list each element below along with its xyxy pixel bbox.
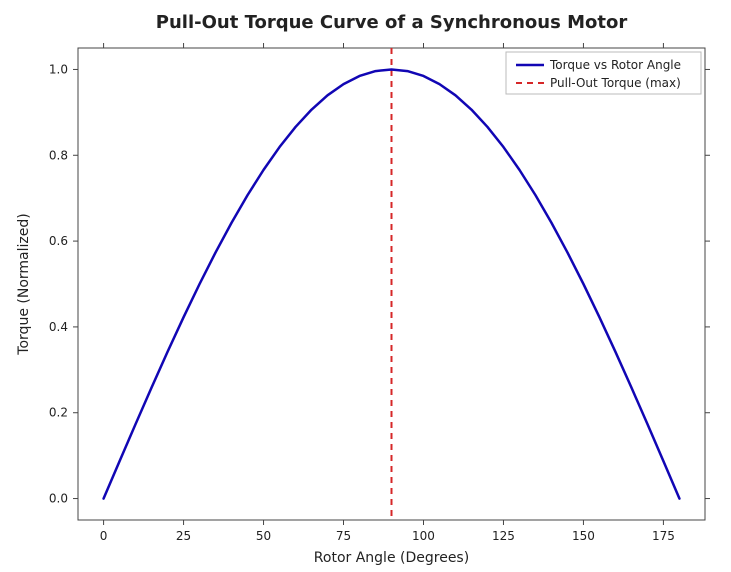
y-tick-label: 0.6 xyxy=(49,234,68,248)
chart-title: Pull-Out Torque Curve of a Synchronous M… xyxy=(156,12,628,33)
y-tick-label: 0.4 xyxy=(49,320,68,334)
y-tick-label: 0.0 xyxy=(49,492,68,506)
y-tick-label: 0.8 xyxy=(49,148,68,162)
x-tick-label: 125 xyxy=(492,529,515,543)
x-axis-label: Rotor Angle (Degrees) xyxy=(314,550,469,566)
legend-label-vline: Pull-Out Torque (max) xyxy=(550,76,681,90)
chart-svg: Pull-Out Torque Curve of a Synchronous M… xyxy=(0,0,731,572)
legend: Torque vs Rotor Angle Pull-Out Torque (ma… xyxy=(506,52,701,94)
x-tick-label: 150 xyxy=(572,529,595,543)
y-axis-label: Torque (Normalized) xyxy=(16,213,32,355)
x-tick-label: 50 xyxy=(256,529,271,543)
x-tick-label: 25 xyxy=(176,529,191,543)
x-tick-label: 175 xyxy=(652,529,675,543)
x-tick-label: 100 xyxy=(412,529,435,543)
x-tick-label: 0 xyxy=(100,529,108,543)
chart-container: Pull-Out Torque Curve of a Synchronous M… xyxy=(0,0,731,572)
y-tick-label: 1.0 xyxy=(49,62,68,76)
x-tick-label: 75 xyxy=(336,529,351,543)
y-tick-label: 0.2 xyxy=(49,406,68,420)
legend-label-curve: Torque vs Rotor Angle xyxy=(549,58,681,72)
